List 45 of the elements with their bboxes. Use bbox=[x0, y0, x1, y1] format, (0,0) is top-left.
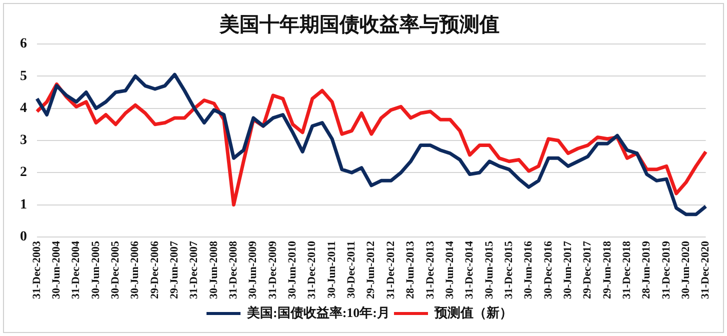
x-tick-label: 31-Dec-2018 bbox=[620, 240, 633, 299]
chart-title: 美国十年期国债收益率与预测值 bbox=[218, 13, 500, 36]
x-tick-label: 31-Dec-2013 bbox=[424, 240, 436, 299]
x-tick-label: 30-Jun-2020 bbox=[680, 240, 692, 299]
y-tick-label: 1 bbox=[20, 197, 27, 212]
x-tick-label: 31-Dec-2004 bbox=[70, 240, 82, 299]
x-tick-label: 31-Dec-2010 bbox=[306, 240, 318, 299]
x-tick-label: 30-Jun-2005 bbox=[90, 240, 102, 299]
x-tick-label: 29-Jun-2018 bbox=[601, 240, 614, 299]
y-tick-label: 4 bbox=[20, 100, 27, 116]
y-tick-label: 3 bbox=[20, 133, 27, 148]
x-tick-label: 31-Dec-2003 bbox=[30, 240, 43, 299]
x-tick-label: 29-Jun-2007 bbox=[168, 240, 181, 299]
y-tick-label: 6 bbox=[20, 36, 27, 52]
x-tick-label: 31-Dec-2020 bbox=[700, 240, 712, 299]
x-tick-label: 31-Dec-2007 bbox=[188, 240, 200, 299]
x-tick-label: 30-Jun-2011 bbox=[326, 240, 338, 298]
y-tick-label: 5 bbox=[20, 68, 27, 84]
x-tick-label: 31-Dec-2015 bbox=[502, 240, 515, 299]
x-tick-label: 30-Jun-2017 bbox=[562, 240, 574, 299]
x-tick-label: 29-Dec-2006 bbox=[148, 240, 161, 299]
y-tick-label: 0 bbox=[20, 230, 27, 245]
legend-label: 美国:国债收益率:10年:月 bbox=[246, 304, 390, 320]
x-tick-label: 31-Dec-2014 bbox=[464, 240, 476, 299]
x-tick-label: 30-Jun-2006 bbox=[129, 240, 142, 299]
x-tick-label: 30-Jun-2014 bbox=[444, 240, 456, 299]
x-tick-label: 30-Jun-2010 bbox=[286, 240, 299, 299]
x-tick-label: 30-Dec-2005 bbox=[110, 240, 122, 299]
x-tick-label: 30-Jun-2008 bbox=[208, 240, 220, 299]
x-tick-label: 29-Jun-2012 bbox=[365, 240, 378, 299]
x-tick-label: 28-Jun-2019 bbox=[640, 240, 653, 299]
x-tick-label: 30-Jun-2004 bbox=[50, 240, 63, 299]
legend-label: 预测值（新） bbox=[433, 304, 512, 320]
x-tick-label: 30-Jun-2009 bbox=[247, 240, 260, 299]
x-tick-label: 30-Jun-2016 bbox=[522, 240, 535, 299]
x-tick-label: 28-Jun-2013 bbox=[404, 240, 417, 299]
x-tick-label: 31-Dec-2012 bbox=[384, 240, 397, 299]
x-tick-label: 30-Jun-2015 bbox=[483, 240, 496, 299]
x-tick-label: 30-Dec-2011 bbox=[346, 240, 358, 298]
y-tick-label: 2 bbox=[20, 165, 27, 180]
x-tick-label: 31-Dec-2008 bbox=[228, 240, 240, 299]
x-tick-label: 30-Dec-2016 bbox=[542, 240, 554, 299]
x-tick-label: 29-Dec-2017 bbox=[582, 240, 594, 299]
x-tick-label: 31-Dec-2019 bbox=[660, 240, 672, 299]
x-tick-label: 31-Dec-2009 bbox=[266, 240, 279, 299]
